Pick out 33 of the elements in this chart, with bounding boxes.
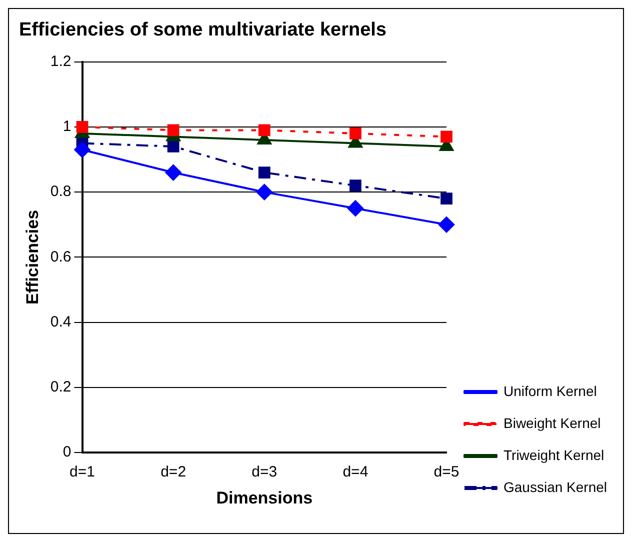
x-tick-label: d=4 [342, 464, 368, 481]
point [440, 130, 452, 143]
point [167, 124, 180, 136]
point [74, 142, 90, 158]
legend-label: Triweight Kernel [503, 446, 604, 463]
point [256, 184, 272, 200]
legend-label: Uniform Kernel [503, 382, 597, 399]
point [349, 180, 362, 192]
chart-title: Efficiencies of some multivariate kernels [19, 20, 386, 41]
point [440, 192, 452, 205]
y-axis-title: Efficiencies [22, 210, 42, 304]
point [349, 127, 362, 140]
y-tick-label: 0.6 [50, 248, 72, 266]
point [258, 124, 270, 136]
point [258, 166, 270, 178]
x-tick-label: d=1 [70, 464, 95, 481]
y-tick-label: 0.2 [50, 378, 72, 396]
y-tick-label: 1.2 [50, 52, 72, 70]
point [438, 216, 454, 233]
x-tick-label: d=3 [252, 464, 278, 481]
y-tick-label: 0.8 [50, 183, 72, 200]
point [76, 120, 88, 133]
y-tick-label: 1 [62, 118, 72, 136]
y-tick-label: 0.4 [50, 313, 72, 330]
legend-label: Gaussian Kernel [503, 478, 608, 495]
point [165, 164, 182, 181]
point [167, 140, 180, 152]
x-tick-label: d=2 [160, 464, 186, 481]
legend-label: Biweight Kernel [503, 414, 601, 431]
y-tick-label: 0 [62, 444, 72, 461]
x-tick-label: d=5 [434, 464, 460, 481]
point [347, 200, 364, 216]
x-axis-title: Dimensions [216, 488, 313, 508]
